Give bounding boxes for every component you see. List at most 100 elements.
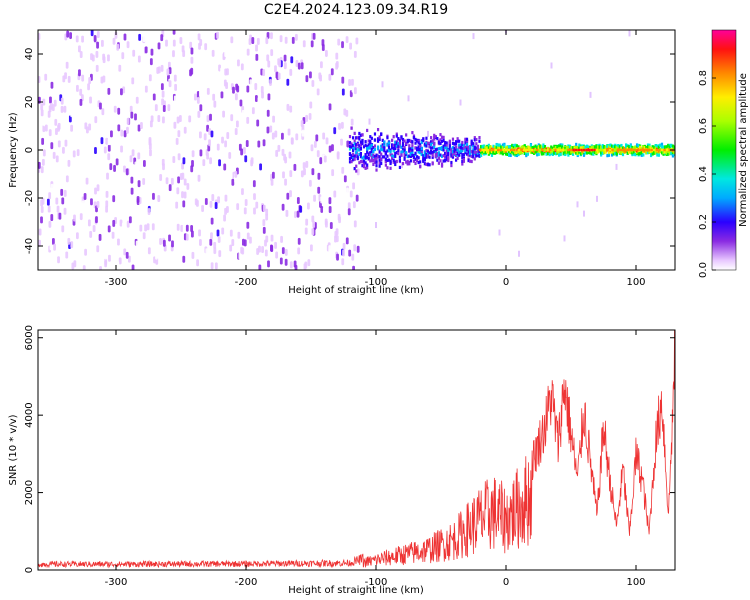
heatmap-cell bbox=[40, 166, 44, 174]
heatmap-cell bbox=[65, 251, 69, 259]
heatmap-cell bbox=[199, 104, 203, 112]
heatmap-cell bbox=[223, 214, 226, 222]
heatmap-cell bbox=[430, 151, 433, 155]
heatmap-cell bbox=[391, 154, 394, 159]
heatmap-cell bbox=[436, 137, 439, 141]
heatmap-cell bbox=[114, 225, 118, 233]
heatmap-cell bbox=[461, 153, 464, 157]
heatmap-cell bbox=[213, 241, 217, 249]
heatmap-cell bbox=[389, 148, 392, 152]
heatmap-cell bbox=[376, 155, 380, 159]
heatmap-cell bbox=[673, 150, 675, 155]
heatmap-cell bbox=[523, 144, 526, 148]
heatmap-cell bbox=[353, 50, 357, 58]
heatmap-cell bbox=[618, 145, 621, 149]
heatmap-cell bbox=[366, 144, 369, 148]
heatmap-cell bbox=[109, 263, 113, 270]
heatmap-cell bbox=[76, 84, 79, 92]
heatmap-cell bbox=[508, 149, 511, 153]
heatmap-cell bbox=[447, 155, 450, 160]
heatmap-cell bbox=[540, 145, 543, 149]
heatmap-cell bbox=[592, 150, 595, 154]
heatmap-cell bbox=[419, 165, 422, 169]
heatmap-cell bbox=[105, 190, 109, 198]
heatmap-cell bbox=[422, 157, 425, 161]
heatmap-cell bbox=[596, 195, 598, 202]
heatmap-cell bbox=[246, 48, 250, 56]
heatmap-cell bbox=[199, 238, 202, 246]
heatmap-cell bbox=[670, 143, 673, 147]
heatmap-cell bbox=[564, 152, 567, 157]
heatmap-cell bbox=[116, 224, 120, 232]
heatmap-cell bbox=[229, 244, 233, 252]
snr-x-axis: -300 -200 -100 0 100 bbox=[105, 330, 646, 588]
heatmap-cell bbox=[231, 75, 235, 83]
heatmap-cell bbox=[589, 151, 592, 155]
heatmap-cell bbox=[587, 145, 590, 149]
heatmap-cell bbox=[341, 258, 345, 266]
heatmap-cell bbox=[433, 135, 436, 140]
heatmap-cell bbox=[258, 264, 262, 270]
heatmap-cell bbox=[378, 161, 381, 165]
heatmap-cell bbox=[587, 150, 590, 154]
heatmap-cell bbox=[522, 145, 525, 149]
heatmap-cell bbox=[252, 180, 256, 188]
heatmap-cell bbox=[356, 155, 359, 159]
heatmap-cell bbox=[526, 145, 529, 149]
heatmap-cell bbox=[328, 205, 332, 213]
heatmap-cell bbox=[234, 93, 238, 101]
heatmap-cell bbox=[267, 260, 270, 268]
heatmap-cell bbox=[353, 87, 357, 95]
heatmap-cell bbox=[297, 237, 301, 245]
heatmap-x-tick-label: -300 bbox=[105, 277, 128, 288]
heatmap-cell bbox=[389, 150, 392, 154]
heatmap-cell bbox=[324, 195, 328, 203]
heatmap-cell bbox=[472, 142, 475, 146]
heatmap-cell bbox=[408, 138, 411, 143]
heatmap-cell bbox=[128, 239, 131, 247]
heatmap-cell bbox=[65, 61, 69, 69]
heatmap-cell bbox=[352, 182, 356, 190]
heatmap-cell bbox=[344, 95, 348, 103]
heatmap-cell bbox=[635, 143, 639, 147]
heatmap-cell bbox=[364, 156, 367, 160]
heatmap-cell bbox=[331, 144, 334, 152]
heatmap-cell bbox=[218, 159, 221, 167]
heatmap-cell bbox=[289, 261, 293, 269]
heatmap-cell bbox=[255, 201, 259, 209]
heatmap-cell bbox=[554, 152, 558, 156]
heatmap-cell bbox=[502, 148, 505, 152]
heatmap-cell bbox=[645, 148, 648, 152]
heatmap-cell bbox=[431, 162, 434, 166]
heatmap-cell bbox=[501, 152, 504, 156]
heatmap-cell bbox=[478, 149, 481, 154]
heatmap-cell bbox=[359, 143, 363, 147]
heatmap-cell bbox=[445, 146, 448, 150]
heatmap-cell bbox=[417, 147, 420, 152]
heatmap-cell bbox=[548, 152, 551, 157]
heatmap-cell bbox=[224, 140, 227, 148]
heatmap-cell bbox=[328, 197, 332, 205]
heatmap-cell bbox=[588, 148, 591, 152]
heatmap-cell bbox=[426, 151, 430, 155]
heatmap-cell bbox=[433, 137, 436, 141]
heatmap-cell bbox=[91, 146, 95, 154]
heatmap-cell bbox=[216, 31, 219, 39]
heatmap-cell bbox=[576, 201, 579, 208]
heatmap-cell bbox=[403, 139, 406, 143]
heatmap-cell bbox=[406, 140, 409, 144]
heatmap-x-tick-label: -200 bbox=[235, 277, 258, 288]
heatmap-cell bbox=[101, 212, 105, 220]
heatmap-cell bbox=[65, 175, 69, 183]
heatmap-cell bbox=[88, 77, 92, 85]
heatmap-cell bbox=[210, 232, 213, 240]
heatmap-cell bbox=[301, 129, 305, 137]
heatmap-cell bbox=[126, 220, 130, 228]
heatmap-cell bbox=[451, 141, 455, 145]
heatmap-cell bbox=[102, 56, 106, 64]
heatmap-cell bbox=[94, 116, 98, 124]
heatmap-ylabel: Frequency (Hz) bbox=[8, 112, 19, 188]
heatmap-cell bbox=[473, 150, 476, 154]
heatmap-cell bbox=[380, 147, 383, 152]
heatmap-cell bbox=[434, 135, 437, 139]
